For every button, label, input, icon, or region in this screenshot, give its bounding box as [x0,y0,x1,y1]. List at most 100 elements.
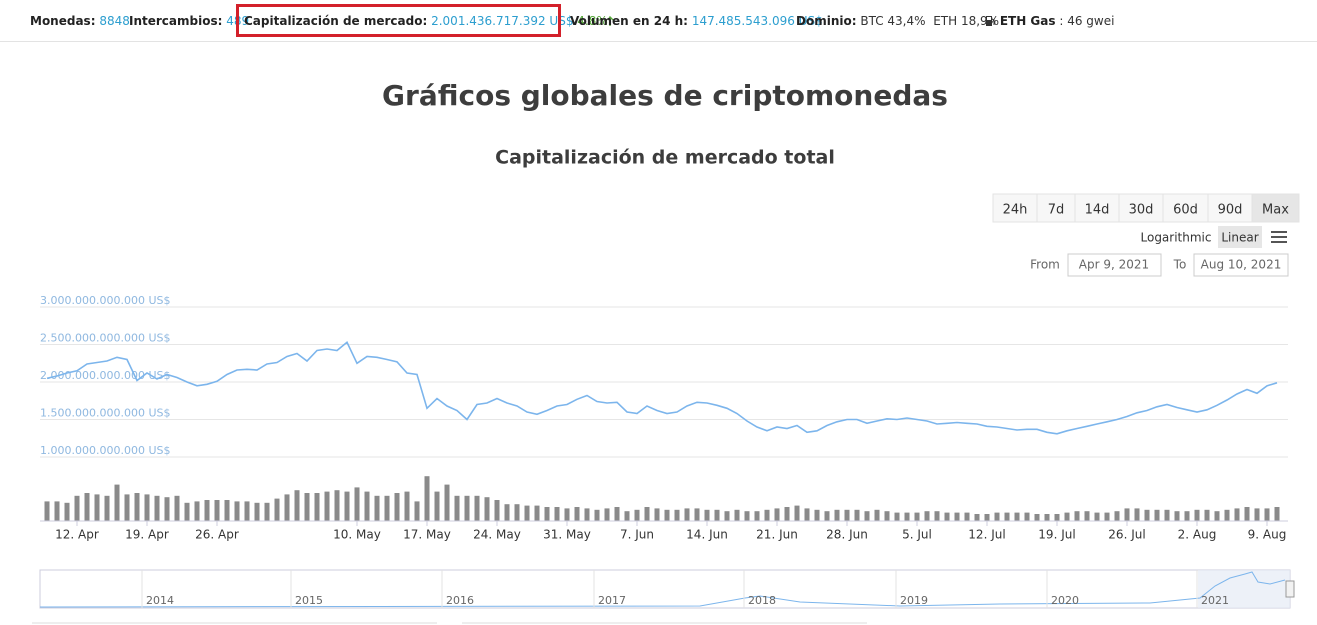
volume-bar [814,509,820,521]
volume-bar [1074,511,1080,521]
volume-bar [114,484,120,521]
x-tick-label: 26. Apr [195,528,239,542]
volume-bar [364,491,370,521]
volume-bar [274,498,280,521]
menu-icon[interactable] [1271,236,1287,238]
volume-bar [864,511,870,521]
range-button[interactable] [1118,193,1164,223]
x-tick-label: 26. Jul [1108,528,1145,542]
stat-value[interactable]: 8848 [99,14,130,28]
volume-bar [144,494,150,521]
stat-value: ETH 18,9% [933,14,1000,28]
navigator-line [39,571,1286,608]
volume-bar [414,501,420,521]
volume-bar [1044,514,1050,521]
volume-bar [914,512,920,521]
volume-bar [1224,509,1230,521]
menu-icon[interactable] [1271,241,1287,243]
range-button[interactable] [1036,193,1076,223]
scale-toggle[interactable] [1218,226,1262,248]
range-button-label: 30d [1129,203,1154,218]
volume-bar [684,508,690,521]
volume-bar [1154,509,1160,521]
volume-bar [1214,511,1220,521]
scale-option[interactable]: Linear [1221,231,1258,245]
volume-bar [984,514,990,521]
volume-bar [544,507,550,521]
volume-bar [974,514,980,521]
volume-bar [334,490,340,521]
volume-bar [314,493,320,521]
stat-value[interactable]: 2.001.436.717.392 US$ [431,14,574,28]
stat-value: BTC 43,4% [860,14,926,28]
volume-bar [524,505,530,521]
stat-value: : 46 gwei [1059,14,1115,28]
volume-bar [784,507,790,521]
range-button[interactable] [992,193,1038,223]
volume-bar [504,504,510,521]
navigator-label: 2015 [295,594,323,607]
volume-bar [1064,512,1070,521]
stat: Monedas: 8848 [30,14,130,28]
volume-bar [494,500,500,521]
range-button[interactable] [1207,193,1253,223]
volume-bar [774,508,780,521]
range-button[interactable] [1251,193,1300,223]
range-button[interactable] [1162,193,1209,223]
volume-bar [724,511,730,521]
stat-label: ETH Gas [999,14,1056,28]
volume-bar [304,493,310,521]
volume-bar [574,507,580,521]
volume-bar [664,509,670,521]
stat-label: Dominio: [796,14,857,28]
volume-bar [1274,507,1280,521]
to-input[interactable] [1193,253,1289,277]
stat: Dominio: BTC 43,4% ETH 18,9% [796,14,999,28]
navigator-selection[interactable] [1198,570,1290,608]
range-button-label: 24h [1003,203,1028,218]
x-tick-label: 17. May [403,528,451,542]
volume-bar [244,501,250,521]
volume-bar [694,508,700,521]
range-button[interactable] [1074,193,1120,223]
stat-label: Monedas: [30,14,96,28]
stat-change: 4.8% [577,14,608,28]
y-tick-label: 1.000.000.000.000 US$ [40,444,171,457]
x-tick-label: 14. Jun [686,528,728,542]
volume-bar [1084,511,1090,521]
volume-bar [1264,508,1270,521]
volume-bar [44,501,50,521]
volume-bar [204,500,210,521]
volume-bar [844,509,850,521]
navigator-handle[interactable] [1285,580,1295,598]
volume-bar [934,511,940,521]
volume-bar [84,493,90,521]
volume-bar [1024,512,1030,521]
to-label: To [1173,258,1187,272]
stat: Capitalización de mercado: 2.001.436.717… [244,14,616,28]
volume-bar [384,495,390,521]
volume-bar [924,511,930,521]
volume-bar [74,495,80,521]
volume-bar [1124,508,1130,521]
from-input[interactable] [1067,253,1162,277]
stat-label: Intercambios: [129,14,223,28]
volume-bar [854,509,860,521]
highlight-box [236,4,561,37]
scale-option[interactable]: Logarithmic [1141,231,1212,245]
navigator-label: 2017 [598,594,626,607]
x-tick-label: 12. Jul [968,528,1005,542]
menu-icon[interactable] [1271,231,1287,233]
volume-bar [884,511,890,521]
volume-bar [254,502,260,521]
x-tick-label: 19. Jul [1038,528,1075,542]
stat-value[interactable]: 147.485.543.096 US$ [691,14,823,28]
navigator[interactable] [39,569,1291,609]
stat: Volumen en 24 h: 147.485.543.096 US$ [570,14,823,28]
volume-bar [1234,508,1240,521]
volume-bar [1104,512,1110,521]
up-arrow [607,15,614,26]
y-tick-label: 3.000.000.000.000 US$ [40,294,171,307]
stat-label: Capitalización de mercado: [244,14,428,28]
